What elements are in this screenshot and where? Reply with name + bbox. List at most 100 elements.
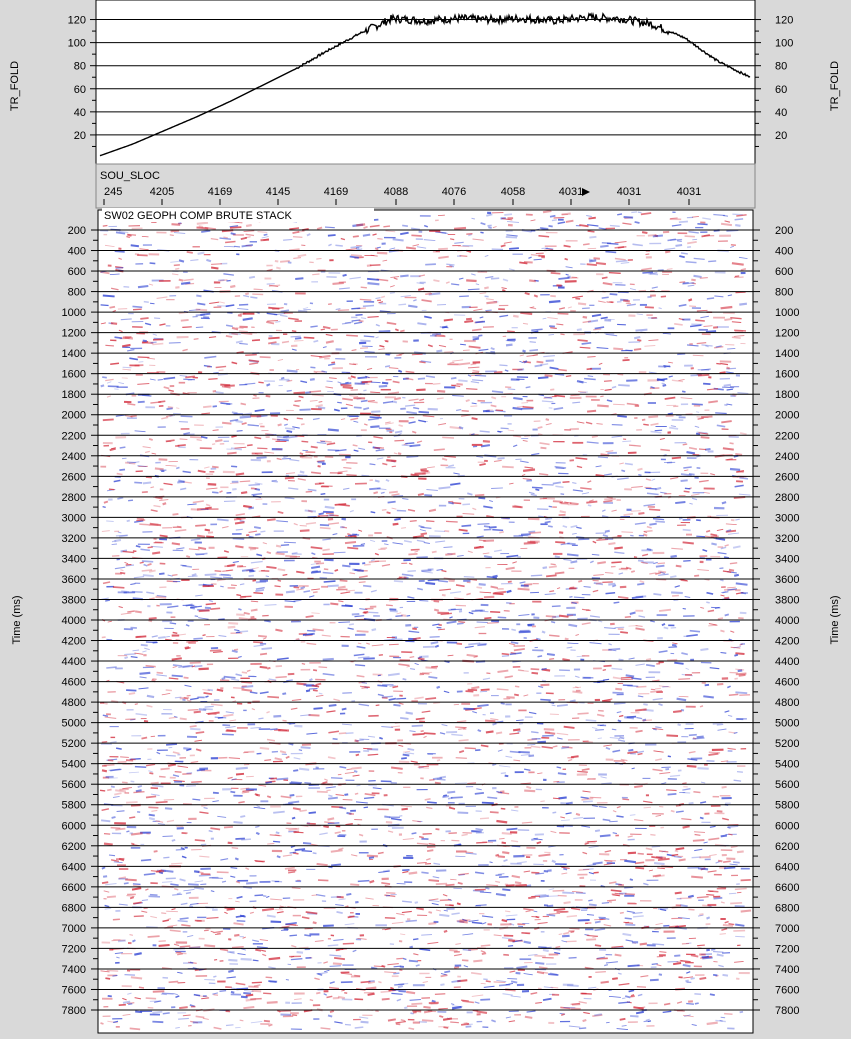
amplitude-stroke bbox=[382, 383, 388, 384]
amplitude-stroke bbox=[439, 487, 451, 488]
amplitude-stroke bbox=[171, 231, 180, 232]
amplitude-stroke bbox=[390, 611, 398, 612]
amplitude-stroke bbox=[636, 1012, 644, 1013]
amplitude-stroke bbox=[302, 664, 305, 665]
amplitude-stroke bbox=[557, 767, 562, 768]
amplitude-stroke bbox=[185, 647, 189, 648]
amplitude-stroke bbox=[228, 939, 231, 940]
amplitude-stroke bbox=[260, 357, 271, 358]
amplitude-stroke bbox=[137, 519, 144, 520]
amplitude-stroke bbox=[630, 996, 635, 997]
amplitude-stroke bbox=[175, 287, 179, 288]
amplitude-stroke bbox=[119, 789, 128, 790]
amplitude-stroke bbox=[738, 670, 743, 671]
amplitude-stroke bbox=[721, 307, 733, 308]
amplitude-stroke bbox=[606, 1022, 610, 1023]
amplitude-stroke bbox=[565, 259, 568, 260]
amplitude-stroke bbox=[210, 650, 221, 651]
amplitude-stroke bbox=[388, 674, 400, 675]
amplitude-stroke bbox=[154, 851, 158, 852]
amplitude-stroke bbox=[230, 227, 241, 228]
amplitude-stroke bbox=[449, 950, 457, 951]
amplitude-stroke bbox=[151, 342, 157, 343]
amplitude-stroke bbox=[139, 987, 144, 988]
amplitude-stroke bbox=[722, 387, 734, 388]
amplitude-stroke bbox=[196, 732, 205, 733]
amplitude-stroke bbox=[538, 947, 546, 948]
amplitude-stroke bbox=[417, 589, 423, 590]
amplitude-stroke bbox=[339, 733, 346, 734]
amplitude-stroke bbox=[612, 729, 616, 730]
amplitude-stroke bbox=[330, 1011, 334, 1012]
amplitude-stroke bbox=[433, 384, 441, 385]
amplitude-stroke bbox=[508, 946, 513, 947]
amplitude-stroke bbox=[375, 248, 378, 249]
amplitude-stroke bbox=[708, 610, 714, 611]
amplitude-stroke bbox=[142, 561, 153, 562]
amplitude-stroke bbox=[255, 534, 260, 535]
amplitude-stroke bbox=[536, 639, 540, 640]
amplitude-stroke bbox=[110, 307, 116, 308]
amplitude-stroke bbox=[362, 382, 372, 383]
amplitude-stroke bbox=[520, 313, 532, 314]
amplitude-stroke bbox=[638, 754, 643, 755]
amplitude-stroke bbox=[615, 955, 622, 956]
amplitude-stroke bbox=[735, 276, 739, 277]
amplitude-stroke bbox=[459, 611, 462, 612]
amplitude-stroke bbox=[538, 377, 548, 378]
amplitude-stroke bbox=[346, 733, 354, 734]
amplitude-stroke bbox=[721, 421, 731, 422]
amplitude-stroke bbox=[166, 690, 172, 691]
amplitude-stroke bbox=[356, 224, 365, 225]
amplitude-stroke bbox=[549, 226, 553, 227]
amplitude-stroke bbox=[103, 296, 115, 297]
amplitude-stroke bbox=[406, 713, 413, 714]
amplitude-stroke bbox=[737, 772, 743, 773]
amplitude-stroke bbox=[368, 785, 377, 786]
amplitude-stroke bbox=[258, 382, 263, 383]
amplitude-stroke bbox=[264, 760, 271, 761]
amplitude-stroke bbox=[276, 677, 287, 678]
amplitude-stroke bbox=[359, 321, 364, 322]
amplitude-stroke bbox=[621, 677, 633, 678]
amplitude-stroke bbox=[428, 923, 436, 924]
amplitude-stroke bbox=[569, 958, 577, 959]
amplitude-stroke bbox=[405, 443, 414, 444]
amplitude-stroke bbox=[525, 1017, 532, 1018]
amplitude-stroke bbox=[648, 416, 658, 417]
amplitude-stroke bbox=[618, 720, 621, 721]
amplitude-stroke bbox=[643, 424, 649, 425]
amplitude-stroke bbox=[658, 270, 664, 271]
amplitude-stroke bbox=[393, 973, 399, 974]
amplitude-stroke bbox=[486, 302, 497, 303]
amplitude-stroke bbox=[613, 349, 623, 350]
amplitude-stroke bbox=[442, 459, 447, 460]
amplitude-stroke bbox=[502, 920, 507, 921]
amplitude-stroke bbox=[677, 699, 687, 701]
amplitude-stroke bbox=[152, 344, 163, 345]
amplitude-stroke bbox=[624, 217, 634, 218]
amplitude-stroke bbox=[518, 589, 530, 590]
amplitude-stroke bbox=[499, 532, 504, 533]
amplitude-stroke bbox=[724, 405, 727, 406]
amplitude-stroke bbox=[675, 893, 682, 894]
amplitude-stroke bbox=[107, 971, 118, 972]
amplitude-stroke bbox=[221, 575, 232, 576]
amplitude-stroke bbox=[538, 427, 543, 428]
amplitude-stroke bbox=[720, 631, 724, 632]
amplitude-stroke bbox=[270, 778, 277, 779]
amplitude-stroke bbox=[689, 735, 697, 736]
amplitude-stroke bbox=[354, 407, 362, 408]
amplitude-stroke bbox=[309, 958, 312, 959]
amplitude-stroke bbox=[449, 905, 454, 906]
amplitude-stroke bbox=[350, 884, 359, 885]
amplitude-stroke bbox=[129, 693, 135, 694]
amplitude-stroke bbox=[144, 302, 149, 303]
amplitude-stroke bbox=[438, 215, 445, 216]
amplitude-stroke bbox=[328, 945, 339, 946]
amplitude-stroke bbox=[718, 861, 722, 862]
amplitude-stroke bbox=[429, 780, 434, 781]
amplitude-stroke bbox=[676, 811, 684, 812]
amplitude-stroke bbox=[491, 587, 498, 588]
amplitude-stroke bbox=[102, 377, 107, 378]
